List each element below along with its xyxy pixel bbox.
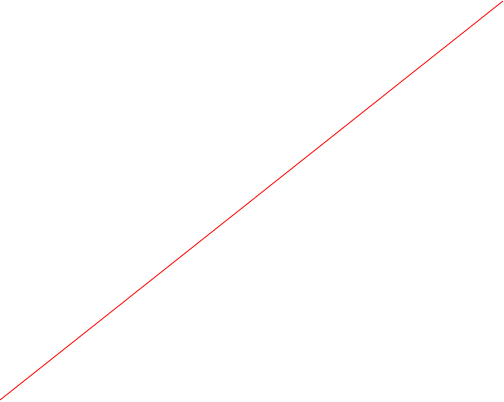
diagonal-line — [0, 0, 504, 401]
canvas — [0, 0, 504, 402]
page: {} (() => { const data = JSON.parse(docu… — [0, 0, 504, 402]
